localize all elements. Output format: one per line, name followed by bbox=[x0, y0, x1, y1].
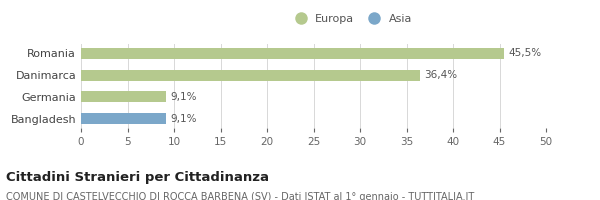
Legend: Europa, Asia: Europa, Asia bbox=[289, 14, 412, 24]
Bar bbox=[81, 48, 504, 59]
Text: 9,1%: 9,1% bbox=[170, 114, 197, 124]
Text: 45,5%: 45,5% bbox=[509, 48, 542, 58]
Bar bbox=[81, 91, 166, 102]
Bar bbox=[81, 70, 419, 81]
Text: 36,4%: 36,4% bbox=[424, 70, 457, 80]
Text: COMUNE DI CASTELVECCHIO DI ROCCA BARBENA (SV) - Dati ISTAT al 1° gennaio - TUTTI: COMUNE DI CASTELVECCHIO DI ROCCA BARBENA… bbox=[6, 192, 474, 200]
Bar bbox=[81, 113, 166, 124]
Text: 9,1%: 9,1% bbox=[170, 92, 197, 102]
Text: Cittadini Stranieri per Cittadinanza: Cittadini Stranieri per Cittadinanza bbox=[6, 171, 269, 184]
